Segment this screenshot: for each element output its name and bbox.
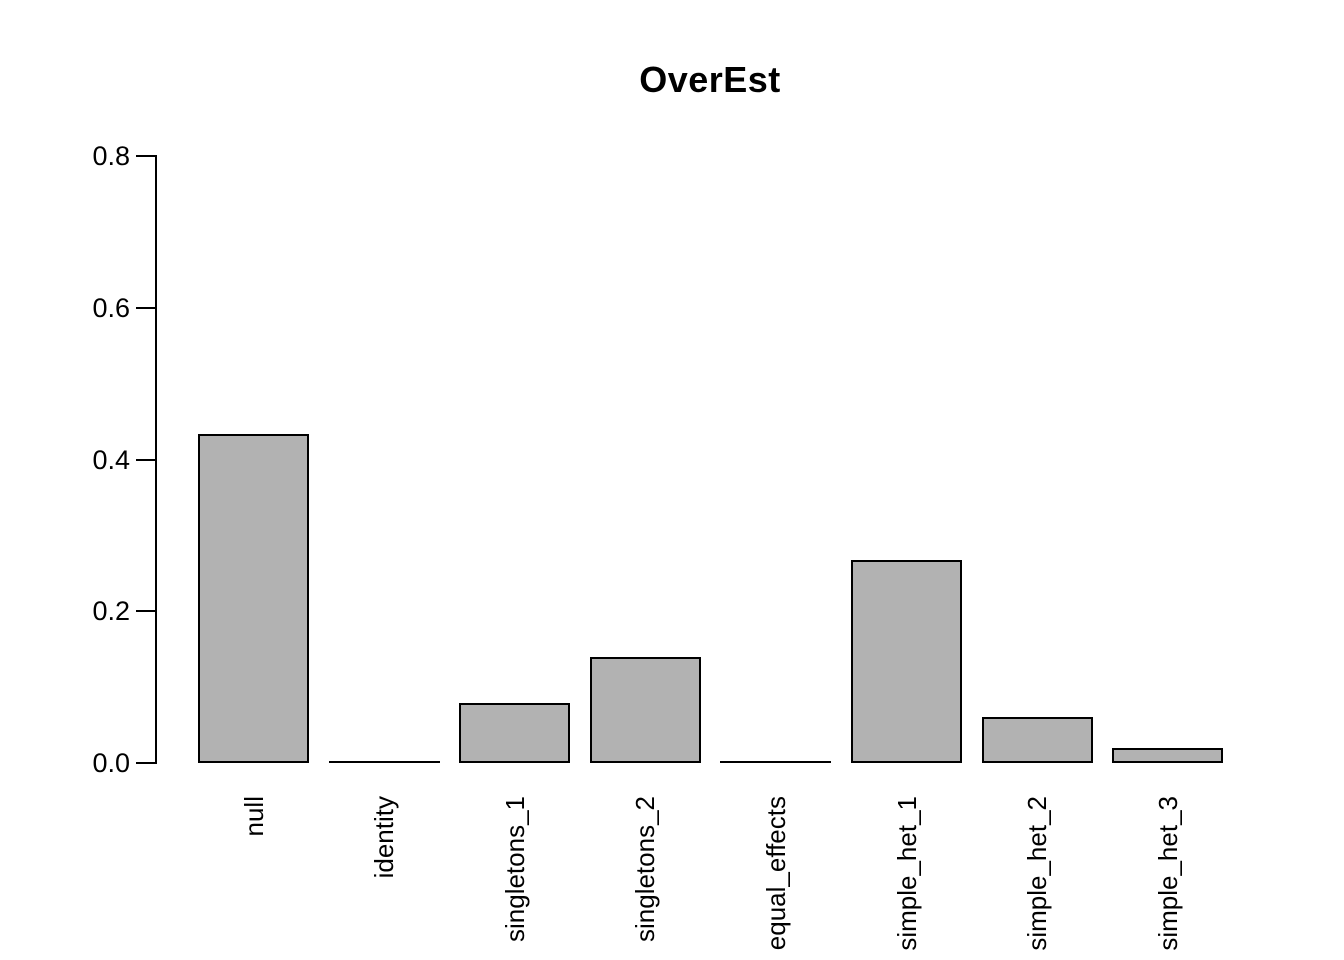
y-tick-label: 0.0 bbox=[92, 748, 130, 778]
y-tick-label: 0.8 bbox=[92, 141, 130, 171]
y-axis-line bbox=[155, 155, 157, 764]
x-axis-label-text: simple_het_3 bbox=[1153, 796, 1183, 951]
bar-singletons_2 bbox=[590, 657, 701, 763]
y-tick-label: 0.4 bbox=[92, 444, 130, 475]
y-tick-label: 0.6 bbox=[92, 292, 130, 323]
y-tick-label: 0.2 bbox=[92, 596, 130, 627]
x-axis-label-text: simple_het_1 bbox=[892, 796, 922, 951]
bar-null bbox=[198, 434, 309, 763]
y-tick-mark bbox=[136, 762, 155, 764]
x-axis-label-text: identity bbox=[369, 796, 399, 879]
y-tick-mark bbox=[136, 306, 155, 309]
y-tick-mark bbox=[136, 458, 155, 461]
x-axis-label-text: equal_effects bbox=[761, 796, 791, 951]
y-tick-mark bbox=[136, 610, 155, 613]
x-axis-label-text: singletons_2 bbox=[630, 796, 660, 942]
chart-title: OverEst bbox=[639, 59, 781, 100]
bar-singletons_1 bbox=[459, 703, 570, 763]
x-axis-label-text: singletons_1 bbox=[500, 796, 530, 942]
bar-simple_het_2 bbox=[982, 717, 1093, 763]
plot-area: 0.0 0.2 0.4 0.6 0.8 null identity singletons_1… bbox=[92, 141, 1297, 951]
bar-simple_het_3 bbox=[1112, 748, 1223, 763]
x-axis-label-text: null bbox=[239, 796, 269, 837]
x-axis-label-text: simple_het_2 bbox=[1022, 796, 1052, 951]
bar-equal_effects bbox=[720, 761, 831, 763]
y-tick-mark bbox=[136, 155, 155, 157]
bar-simple_het_1 bbox=[851, 560, 962, 763]
bar-identity bbox=[329, 761, 440, 763]
